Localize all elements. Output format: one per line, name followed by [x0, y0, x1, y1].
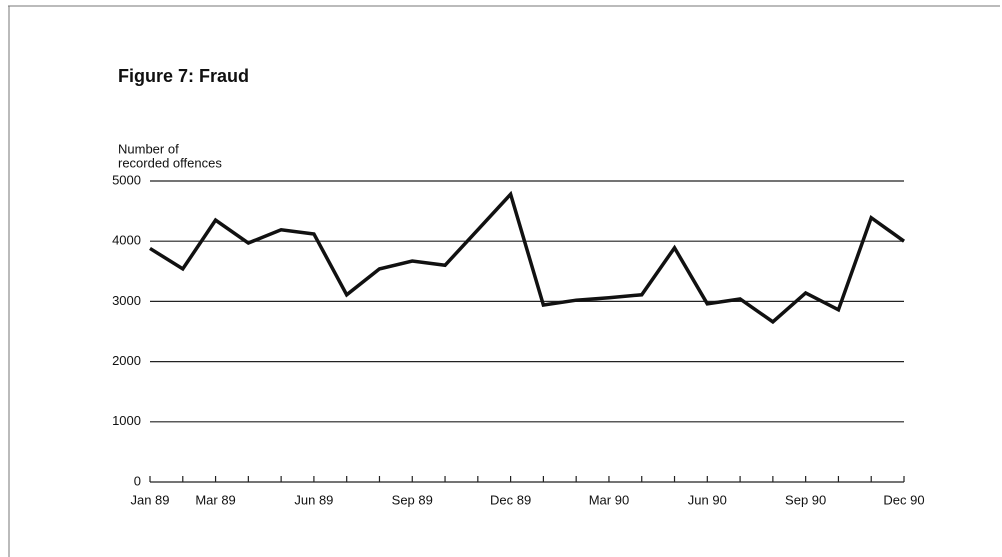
x-tick-label: Jun 90	[688, 492, 727, 507]
x-tick-label: Sep 90	[785, 492, 826, 507]
y-tick-label: 0	[134, 473, 141, 488]
x-tick-label: Dec 90	[883, 492, 924, 507]
y-axis-label: Number of	[118, 141, 179, 156]
chart-title: Figure 7: Fraud	[118, 66, 249, 86]
x-tick-label: Jun 89	[294, 492, 333, 507]
y-tick-label: 3000	[112, 293, 141, 308]
x-tick-label: Jan 89	[130, 492, 169, 507]
data-line	[149, 190, 906, 325]
x-tick-label: Mar 90	[589, 492, 629, 507]
y-tick-label: 5000	[112, 172, 141, 187]
y-tick-label: 4000	[112, 233, 141, 248]
x-tick-label: Dec 89	[490, 492, 531, 507]
x-tick-label: Mar 89	[195, 492, 235, 507]
y-tick-label: 2000	[112, 353, 141, 368]
y-tick-label: 1000	[112, 413, 141, 428]
y-axis-label: recorded offences	[118, 155, 222, 170]
x-tick-label: Sep 89	[392, 492, 433, 507]
